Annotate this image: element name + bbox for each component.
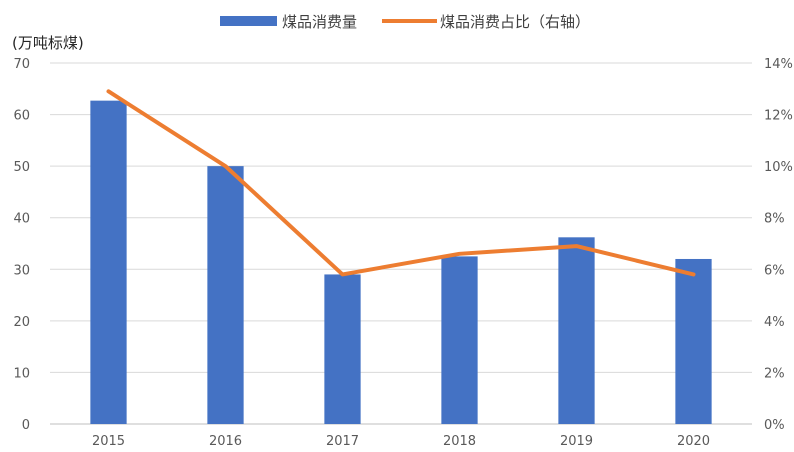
y-axis-unit-label: (万吨标煤) (12, 34, 84, 52)
y-right-tick-label: 4% (764, 315, 785, 330)
x-tick-label: 2017 (326, 434, 359, 449)
y-right-tick-label: 8% (764, 212, 785, 227)
y-left-tick-label: 50 (13, 160, 30, 175)
bar-series (90, 100, 712, 424)
legend: 煤品消费量 煤品消费占比（右轴） (220, 13, 590, 31)
y-left-tick-label: 10 (13, 366, 30, 381)
y-left-tick-label: 60 (13, 109, 30, 124)
y-axis-right: 0% 2% 4% 6% 8% 10% 12% 14% (764, 57, 793, 433)
x-tick-label: 2019 (560, 434, 593, 449)
x-tick-label: 2020 (677, 434, 710, 449)
x-tick-label: 2016 (209, 434, 242, 449)
y-axis-left: 0 10 20 30 40 50 60 70 (13, 57, 30, 433)
x-axis: 2015 2016 2017 2018 2019 2020 (92, 434, 710, 449)
bar (324, 274, 361, 424)
y-right-tick-label: 2% (764, 366, 785, 381)
y-right-tick-label: 10% (764, 160, 793, 175)
bar (207, 166, 244, 424)
legend-label-bar: 煤品消费量 (282, 13, 357, 31)
bar (558, 237, 595, 424)
legend-swatch-bar (220, 16, 277, 26)
x-tick-label: 2015 (92, 434, 125, 449)
gridlines (50, 62, 752, 425)
legend-label-line: 煤品消费占比（右轴） (440, 13, 590, 31)
y-left-tick-label: 40 (13, 212, 30, 227)
bar (441, 256, 478, 424)
y-left-tick-label: 20 (13, 315, 30, 330)
y-right-tick-label: 12% (764, 109, 793, 124)
series-line (106, 89, 696, 277)
bar (90, 100, 127, 424)
y-left-tick-label: 30 (13, 263, 30, 278)
y-left-tick-label: 0 (22, 418, 30, 433)
line-series (106, 89, 696, 277)
y-right-tick-label: 14% (764, 57, 793, 72)
x-tick-label: 2018 (443, 434, 476, 449)
y-right-tick-label: 0% (764, 418, 785, 433)
y-right-tick-label: 6% (764, 263, 785, 278)
bar (675, 258, 712, 424)
y-left-tick-label: 70 (13, 57, 30, 72)
